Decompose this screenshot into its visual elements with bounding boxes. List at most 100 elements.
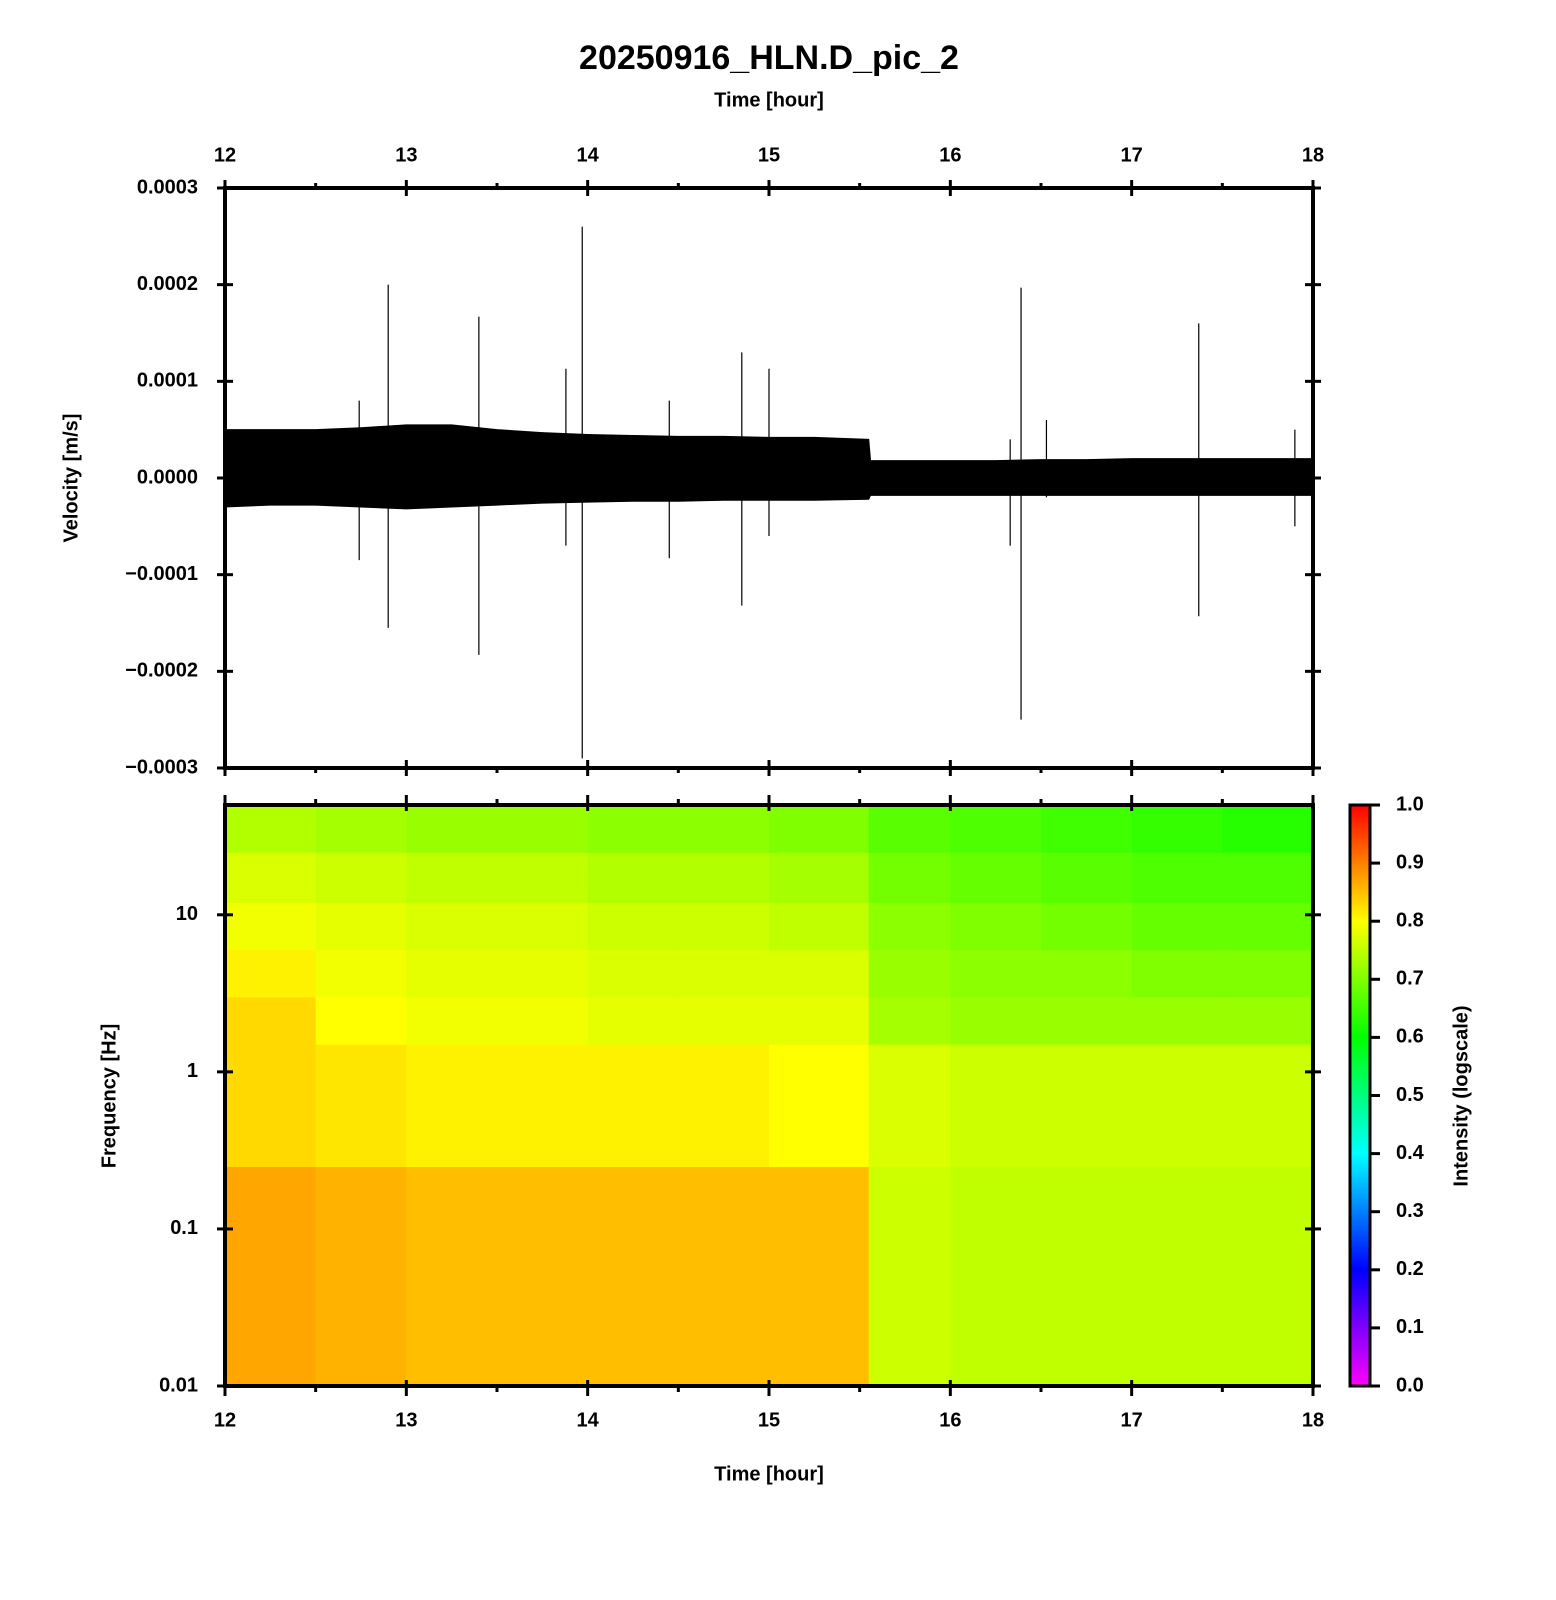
x-tick-label: 14 bbox=[577, 144, 600, 166]
heatmap-cell bbox=[1222, 852, 1314, 903]
heatmap-cell bbox=[1222, 902, 1314, 951]
y-tick-label: 0.0001 bbox=[137, 370, 198, 392]
heatmap-cell bbox=[1222, 1044, 1314, 1167]
heatmap-cell bbox=[1131, 805, 1223, 853]
x-axis-label: Time [hour] bbox=[714, 89, 824, 111]
heatmap-cell bbox=[868, 996, 951, 1045]
x-tick-label: 16 bbox=[939, 1409, 961, 1431]
heatmap-cell bbox=[950, 805, 1042, 853]
heatmap-cell bbox=[678, 805, 770, 853]
colorbar-tick-label: 0.2 bbox=[1396, 1258, 1424, 1280]
x-tick-label: 18 bbox=[1302, 144, 1324, 166]
heatmap-cell bbox=[769, 1166, 870, 1387]
heatmap-cell bbox=[225, 949, 317, 998]
heatmap-cell bbox=[497, 852, 589, 903]
chart-title: 20250916_HLN.D_pic_2 bbox=[579, 39, 959, 77]
heatmap-cell bbox=[868, 1166, 951, 1387]
heatmap-cell bbox=[769, 805, 870, 853]
heatmap-cell bbox=[406, 902, 498, 951]
heatmap-cell bbox=[315, 852, 407, 903]
heatmap-cell bbox=[1222, 805, 1314, 853]
heatmap-cell bbox=[678, 1166, 770, 1387]
x-tick-label: 15 bbox=[758, 1409, 780, 1431]
heatmap-cell bbox=[1131, 1044, 1223, 1167]
heatmap-cell bbox=[678, 902, 770, 951]
heatmap-cell bbox=[497, 902, 589, 951]
heatmap-cell bbox=[769, 852, 870, 903]
colorbar-tick-label: 0.0 bbox=[1396, 1374, 1424, 1396]
x-tick-label: 12 bbox=[214, 1409, 236, 1431]
y-axis-label: Frequency [Hz] bbox=[98, 1024, 120, 1168]
heatmap-cell bbox=[225, 805, 317, 853]
heatmap-cell bbox=[1222, 949, 1314, 998]
heatmap-cell bbox=[1222, 996, 1314, 1045]
y-tick-label: 10 bbox=[176, 903, 198, 925]
heatmap-cell bbox=[1041, 996, 1133, 1045]
heatmap-cell bbox=[1131, 1166, 1223, 1387]
heatmap-cell bbox=[950, 949, 1042, 998]
colorbar-tick-label: 0.7 bbox=[1396, 968, 1424, 990]
x-tick-label: 16 bbox=[939, 144, 961, 166]
colorbar bbox=[1348, 803, 1372, 1388]
heatmap-cell bbox=[868, 1044, 951, 1167]
colorbar-tick-label: 0.3 bbox=[1396, 1200, 1424, 1222]
heatmap-cell bbox=[769, 902, 870, 951]
heatmap-cell bbox=[225, 1166, 317, 1387]
heatmap-cell bbox=[678, 1044, 770, 1167]
heatmap-cell bbox=[587, 996, 679, 1045]
heatmap-cell bbox=[406, 1044, 498, 1167]
x-tick-label: 18 bbox=[1302, 1409, 1324, 1431]
heatmap-cell bbox=[678, 852, 770, 903]
heatmap-cell bbox=[1041, 949, 1133, 998]
y-tick-label: 0.1 bbox=[170, 1217, 198, 1239]
heatmap-cell bbox=[950, 1044, 1042, 1167]
y-tick-label: 0.0000 bbox=[137, 466, 198, 488]
x-axis-label: Time [hour] bbox=[714, 1463, 824, 1485]
heatmap-cell bbox=[315, 805, 407, 853]
heatmap-cell bbox=[1222, 1166, 1314, 1387]
colorbar-tick-label: 0.8 bbox=[1396, 909, 1424, 931]
heatmap-cell bbox=[315, 949, 407, 998]
y-tick-label: 0.0003 bbox=[137, 176, 198, 198]
colorbar-tick-label: 0.1 bbox=[1396, 1316, 1424, 1338]
x-tick-label: 17 bbox=[1121, 1409, 1143, 1431]
heatmap-cell bbox=[587, 852, 679, 903]
heatmap-cell bbox=[678, 996, 770, 1045]
heatmap-cell bbox=[1041, 805, 1133, 853]
y-tick-label: 0.01 bbox=[159, 1374, 198, 1396]
heatmap-cell bbox=[406, 996, 498, 1045]
heatmap-cell bbox=[769, 1044, 870, 1167]
heatmap-cell bbox=[406, 852, 498, 903]
heatmap-cell bbox=[1131, 852, 1223, 903]
heatmap-cell bbox=[769, 949, 870, 998]
heatmap-cell bbox=[497, 1166, 589, 1387]
heatmap-cell bbox=[497, 805, 589, 853]
heatmap-cell bbox=[315, 1166, 407, 1387]
x-tick-label: 14 bbox=[577, 1409, 600, 1431]
heatmap-cell bbox=[950, 852, 1042, 903]
heatmap-cell bbox=[1131, 996, 1223, 1045]
heatmap-cell bbox=[868, 852, 951, 903]
colorbar-tick-label: 0.4 bbox=[1396, 1142, 1425, 1164]
x-tick-label: 17 bbox=[1121, 144, 1143, 166]
heatmap-cell bbox=[225, 996, 317, 1045]
heatmap-cell bbox=[587, 902, 679, 951]
heatmap-cell bbox=[315, 1044, 407, 1167]
heatmap-cell bbox=[406, 1166, 498, 1387]
heatmap-cell bbox=[497, 949, 589, 998]
x-tick-label: 13 bbox=[395, 144, 417, 166]
heatmap-cell bbox=[868, 805, 951, 853]
colorbar-label: Intensity (logscale) bbox=[1450, 1005, 1472, 1186]
heatmap-cell bbox=[587, 1044, 679, 1167]
heatmap-cell bbox=[225, 1044, 317, 1167]
heatmap-cell bbox=[225, 902, 317, 951]
y-tick-label: −0.0003 bbox=[125, 756, 198, 778]
colorbar-tick-label: 0.5 bbox=[1396, 1084, 1424, 1106]
heatmap-cell bbox=[950, 1166, 1042, 1387]
y-tick-label: −0.0001 bbox=[125, 563, 198, 585]
heatmap-cell bbox=[678, 949, 770, 998]
colorbar-tick-label: 0.9 bbox=[1396, 851, 1424, 873]
colorbar-tick-label: 1.0 bbox=[1396, 793, 1424, 815]
heatmap-cell bbox=[497, 996, 589, 1045]
